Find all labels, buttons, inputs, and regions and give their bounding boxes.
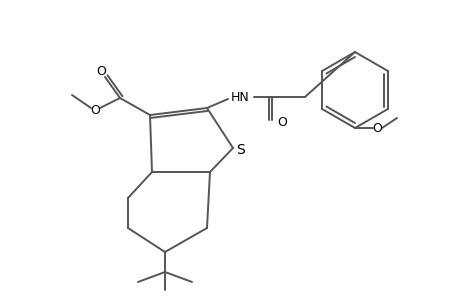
Text: O: O [371, 122, 381, 134]
Text: O: O [96, 64, 106, 77]
Text: S: S [236, 143, 245, 157]
Text: HN: HN [230, 91, 249, 103]
Text: O: O [276, 116, 286, 128]
Text: O: O [90, 104, 100, 118]
